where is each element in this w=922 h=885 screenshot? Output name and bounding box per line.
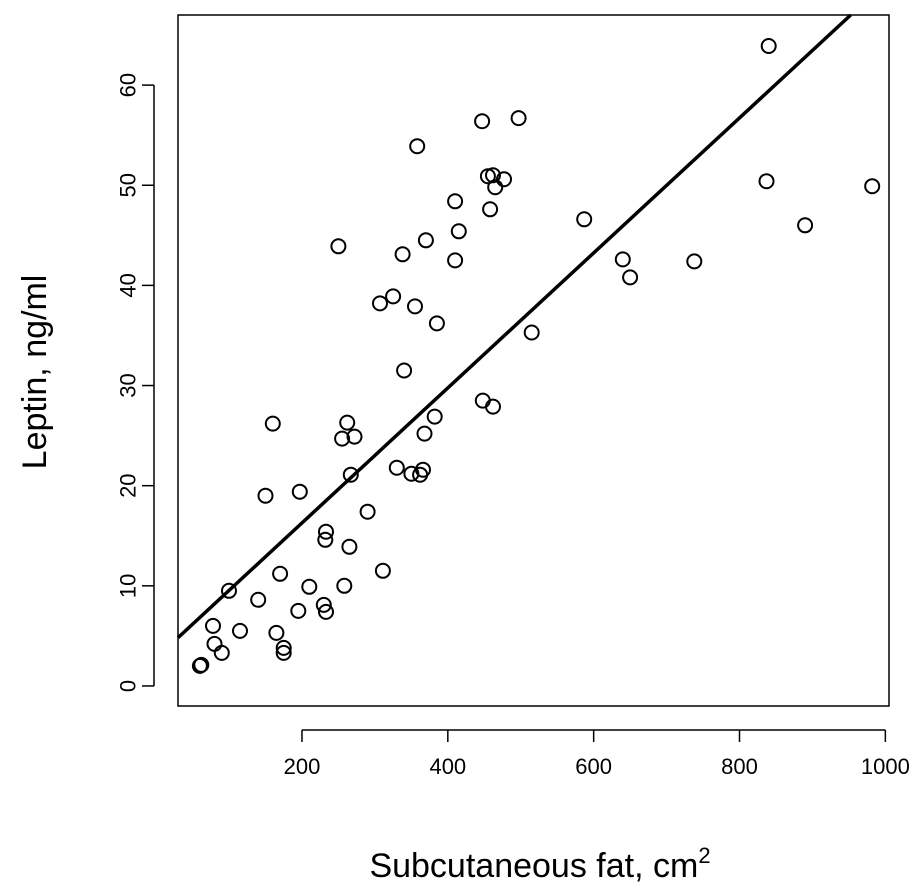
- data-point-64: [797, 217, 814, 234]
- x-tick-label-200: 200: [284, 754, 321, 779]
- y-axis-title: Leptin, ng/ml: [16, 275, 54, 470]
- data-point-29: [359, 503, 376, 520]
- data-point-25: [339, 414, 356, 431]
- data-point-14: [275, 644, 292, 661]
- data-point-51: [482, 201, 499, 218]
- y-tick-label-40: 40: [116, 273, 141, 297]
- y-tick-label-50: 50: [116, 173, 141, 197]
- data-point-45: [447, 193, 464, 210]
- x-tick-label-800: 800: [721, 754, 758, 779]
- data-point-24: [336, 577, 353, 594]
- data-point-37: [407, 298, 423, 315]
- data-point-8: [250, 591, 267, 608]
- data-point-7: [232, 622, 248, 639]
- y-tick-label-10: 10: [116, 574, 141, 598]
- data-point-58: [576, 211, 593, 228]
- data-point-28: [346, 428, 363, 445]
- plot-frame: [177, 14, 890, 707]
- data-point-59: [614, 251, 631, 268]
- data-point-9: [257, 487, 274, 504]
- y-tick-label-60: 60: [116, 73, 141, 97]
- data-point-27: [342, 466, 359, 483]
- data-point-62: [758, 173, 775, 190]
- data-point-34: [394, 246, 411, 263]
- data-point-32: [385, 288, 402, 305]
- data-point-13: [275, 639, 292, 656]
- data-point-65: [864, 178, 881, 195]
- data-point-40: [415, 461, 431, 478]
- data-point-15: [290, 602, 307, 619]
- data-point-17: [301, 578, 318, 595]
- data-point-43: [426, 408, 443, 425]
- data-point-46: [447, 252, 464, 269]
- data-point-6: [221, 582, 237, 599]
- data-point-42: [417, 232, 434, 249]
- data-point-61: [686, 253, 703, 270]
- data-point-33: [388, 459, 405, 476]
- data-point-38: [409, 138, 426, 155]
- data-point-2: [193, 656, 210, 673]
- x-tick-label-400: 400: [429, 754, 466, 779]
- data-point-35: [396, 362, 413, 379]
- data-point-26: [341, 538, 358, 555]
- data-point-23: [334, 430, 351, 447]
- data-point-55: [496, 171, 512, 188]
- data-point-57: [523, 324, 540, 341]
- x-axis-title: Subcutaneous fat, cm2: [369, 843, 710, 885]
- y-tick-label-30: 30: [116, 373, 141, 397]
- x-tick-label-600: 600: [575, 754, 612, 779]
- x-axis: 200 400 600 800 1000: [284, 729, 910, 779]
- data-point-16: [291, 483, 308, 500]
- x-axis-title-superscript: 2: [698, 843, 710, 868]
- data-point-21: [318, 603, 334, 620]
- regression-line-layer: [176, 13, 852, 639]
- data-point-44: [428, 315, 445, 332]
- data-point-47: [450, 223, 467, 240]
- data-point-3: [205, 617, 221, 634]
- data-point-22: [330, 238, 347, 255]
- data-point-20: [318, 523, 334, 540]
- data-point-63: [760, 38, 777, 54]
- y-tick-label-20: 20: [116, 473, 141, 497]
- data-point-18: [315, 596, 332, 613]
- data-point-30: [372, 295, 388, 312]
- x-axis-title-text: Subcutaneous fat, cm: [369, 847, 698, 885]
- data-point-41: [416, 425, 433, 442]
- y-axis: 0 10 20 30 40 50 60: [116, 73, 155, 692]
- y-tick-label-0: 0: [116, 680, 141, 692]
- data-point-53: [485, 398, 501, 415]
- data-point-56: [510, 110, 527, 127]
- data-point-12: [272, 565, 289, 582]
- x-tick-label-1000: 1000: [861, 754, 910, 779]
- data-point-31: [374, 562, 391, 579]
- regression-line: [176, 13, 852, 639]
- data-point-19: [317, 531, 334, 548]
- data-point-10: [264, 415, 281, 432]
- data-point-54: [487, 179, 504, 196]
- data-points: [191, 38, 881, 674]
- data-point-60: [622, 269, 639, 286]
- data-point-11: [268, 624, 285, 641]
- data-point-48: [474, 113, 491, 130]
- data-point-5: [213, 644, 230, 661]
- data-point-52: [485, 167, 501, 184]
